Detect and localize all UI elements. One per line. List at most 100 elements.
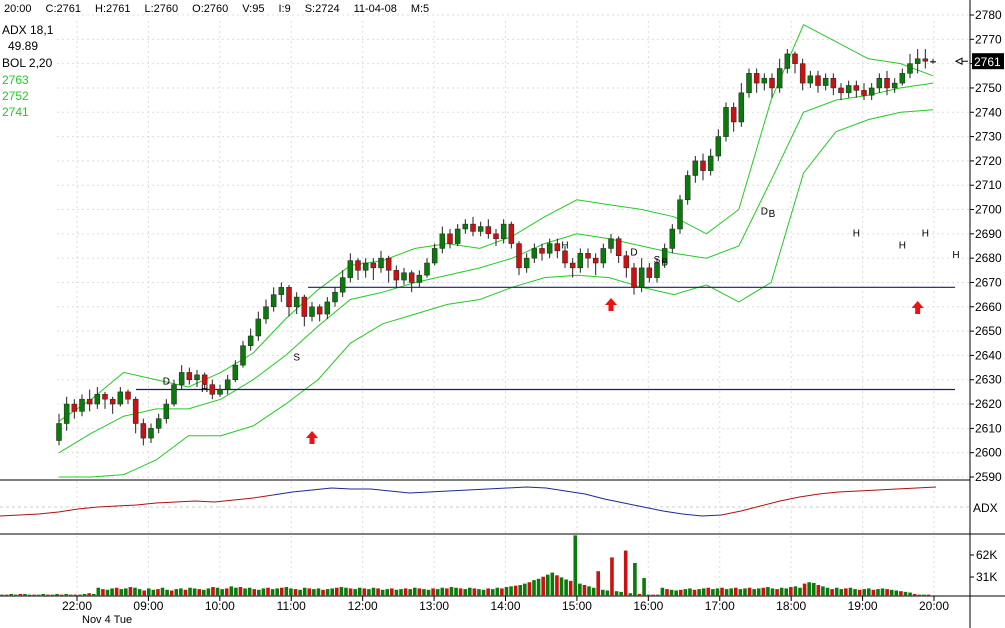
bollinger-upper-value: 2763 (2, 73, 29, 87)
volume-bar (912, 593, 917, 596)
volume-bar (78, 594, 82, 596)
volume-bar (706, 587, 711, 596)
volume-bar (747, 587, 752, 596)
volume-bar (449, 587, 454, 596)
candle-body (930, 60, 936, 63)
volume-bar (683, 589, 688, 596)
volume-bar (197, 589, 202, 596)
volume-bar (367, 589, 371, 596)
time-tick-label: 11:00 (277, 599, 306, 613)
signal-annotation: D (630, 248, 637, 259)
volume-bar (325, 589, 330, 596)
candle-body (907, 63, 913, 74)
volume-bar (568, 580, 573, 596)
bollinger-study-label[interactable]: BOL 2,20 (2, 56, 53, 70)
candle-body (692, 160, 699, 176)
volume-bar (4, 594, 9, 596)
volume-bar (839, 589, 844, 596)
candle-body (224, 379, 231, 390)
volume-bar (802, 583, 807, 596)
last-price-tag (972, 53, 1004, 70)
volume-bar (275, 588, 279, 596)
volume-bar (642, 578, 646, 596)
candle-body (516, 243, 522, 269)
volume-bar (692, 589, 697, 596)
volume-bar (454, 587, 458, 596)
volume-bar (866, 588, 871, 596)
volume-bar (724, 589, 729, 596)
volume-bar (477, 589, 481, 596)
volume-tick-label: 31K (976, 570, 997, 584)
candle-body (201, 374, 208, 385)
candle-body (171, 384, 177, 405)
time-tick-label: 15:00 (562, 599, 592, 613)
candle-body (163, 403, 170, 419)
volume-bar (545, 574, 550, 596)
adx-study-value: 49.89 (8, 39, 39, 53)
time-tick-label: 12:00 (348, 599, 378, 613)
volume-bar (885, 589, 889, 596)
signal-annotation: H (899, 240, 906, 251)
volume-bar (917, 594, 922, 596)
candle-body (339, 277, 346, 293)
signal-annotation: H (952, 250, 959, 261)
volume-bar (156, 589, 160, 596)
volume-bar (500, 588, 504, 596)
candle-body (830, 77, 837, 89)
candle-body (301, 296, 308, 317)
volume-bar (472, 588, 477, 596)
quote-high: H:2761 (95, 3, 131, 15)
quote-s: S:2724 (304, 3, 340, 15)
candle-body (861, 90, 867, 96)
candle-body (700, 160, 706, 171)
volume-bar (55, 593, 59, 596)
adx-study-label[interactable]: ADX 18,1 (2, 23, 54, 37)
candle-body (186, 372, 193, 380)
time-tick-label: 13:00 (419, 599, 449, 613)
volume-bar (73, 594, 78, 596)
candle-body (385, 257, 392, 271)
volume-bar (527, 582, 532, 596)
candle-body (125, 391, 131, 400)
price-tick-label: 2660 (975, 300, 1002, 314)
quote-time: 20:00 (4, 3, 32, 15)
time-tick-label: 22:00 (62, 599, 92, 613)
candle-body (316, 306, 323, 315)
price-tick-label: 2610 (975, 421, 1002, 435)
volume-bar (298, 589, 302, 596)
volume-bar (105, 589, 110, 596)
volume-bar (600, 589, 605, 596)
volume-bar (807, 582, 811, 596)
candle-body (500, 223, 507, 239)
volume-bar (490, 589, 495, 596)
candle-body (661, 248, 668, 264)
volume-bar (614, 591, 619, 596)
volume-bar (183, 589, 188, 596)
volume-bar (307, 588, 312, 596)
candle-body (194, 374, 200, 380)
candle-body (79, 398, 85, 412)
volume-bar (862, 589, 867, 596)
candle-body (738, 92, 745, 123)
date-label: Nov 4 Tue (82, 614, 132, 626)
price-tick-label: 2770 (975, 32, 1002, 46)
volume-bar (169, 590, 174, 596)
time-tick-label: 20:00 (919, 599, 949, 613)
price-tick-label: 2730 (975, 130, 1002, 144)
candle-body (623, 255, 630, 269)
volume-bar (362, 588, 367, 596)
volume-bar (339, 587, 344, 596)
candle-body (217, 389, 223, 395)
volume-bar (32, 594, 36, 596)
candle-body (286, 287, 292, 308)
volume-bar (431, 588, 435, 596)
candle-body (247, 335, 254, 346)
time-tick-label: 09:00 (133, 599, 163, 613)
volume-bar (578, 583, 582, 596)
adx-line-rising (0, 494, 274, 517)
quote-date: 11-04-08 (353, 3, 397, 15)
volume-bar (688, 588, 692, 596)
price-tick-label: 2750 (975, 81, 1002, 95)
price-tick-label: 2710 (975, 178, 1002, 192)
